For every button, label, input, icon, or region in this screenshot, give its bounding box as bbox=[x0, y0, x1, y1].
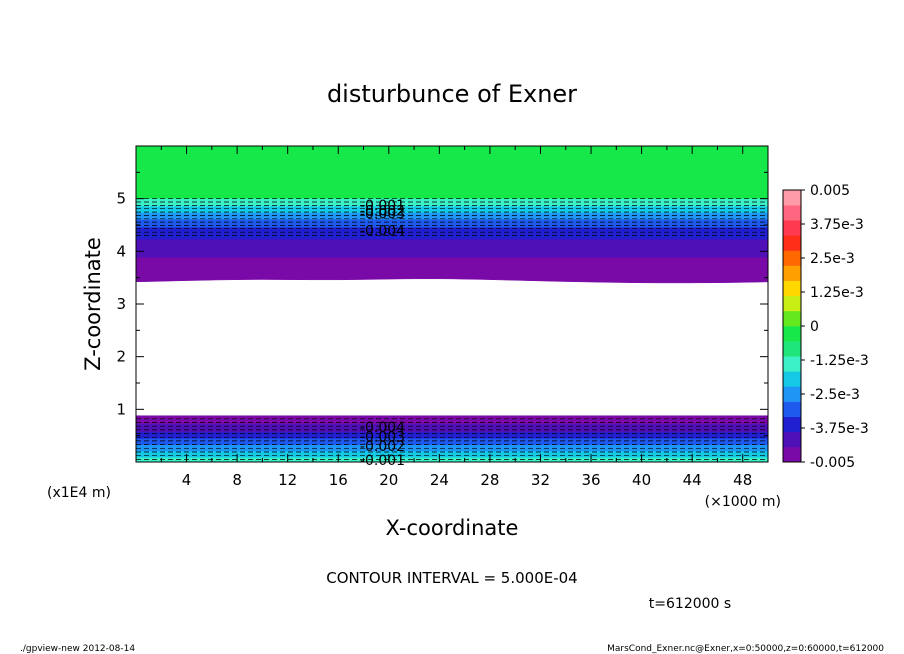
contour-lines bbox=[136, 198, 768, 460]
time-text: t=612000 s bbox=[649, 596, 731, 612]
contour-band bbox=[135, 227, 769, 240]
colorbar-segment bbox=[783, 326, 801, 342]
colorbar-segment bbox=[783, 446, 801, 463]
footer-left: ./gpview-new 2012-08-14 bbox=[20, 644, 135, 654]
contour-band bbox=[135, 457, 769, 463]
colorbar-segment bbox=[783, 431, 801, 448]
contour-label: -0.001 bbox=[360, 198, 405, 214]
colorbar: 0.005 3.75e-3 2.5e-3 1.25e-3 0 -1.25e-3 -2.5e-… bbox=[783, 183, 869, 471]
colorbar-segment bbox=[783, 371, 801, 387]
contour-label: -0.001 bbox=[360, 453, 405, 469]
contour-band bbox=[135, 145, 769, 199]
y-tick-label: 3 bbox=[116, 295, 126, 313]
contour-band bbox=[135, 219, 769, 228]
colorbar-label: -2.5e-3 bbox=[810, 387, 860, 403]
colorbar-segment bbox=[783, 205, 801, 221]
contour-band bbox=[135, 239, 769, 258]
contour-interval-text: CONTOUR INTERVAL = 5.000E-04 bbox=[326, 569, 577, 587]
x-tick-label: 28 bbox=[480, 471, 499, 489]
x-tick-label: 48 bbox=[733, 471, 752, 489]
contour-band bbox=[135, 438, 769, 446]
colorbar-segment bbox=[783, 295, 801, 312]
x-tick-label: 32 bbox=[531, 471, 550, 489]
x-tick-label: 12 bbox=[278, 471, 297, 489]
colorbar-segment bbox=[783, 190, 801, 206]
colorbar-label: 2.5e-3 bbox=[810, 251, 855, 267]
contour-fill bbox=[135, 145, 769, 463]
x-tick-label: 40 bbox=[632, 471, 651, 489]
colorbar-label: 0.005 bbox=[810, 183, 850, 199]
colorbar-label: -3.75e-3 bbox=[810, 421, 869, 437]
colorbar-frame bbox=[782, 189, 802, 463]
x-tick-label: 4 bbox=[182, 471, 192, 489]
y-unit-label: (x1E4 m) bbox=[47, 485, 111, 501]
colorbar-segment bbox=[783, 265, 801, 281]
y-tick-label: 4 bbox=[116, 242, 126, 260]
contour-labels: -0.001-0.002-0.003-0.004-0.004-0.003-0.0… bbox=[360, 198, 405, 469]
colorbar-label: 0 bbox=[810, 319, 819, 335]
x-axis-title: X-coordinate bbox=[386, 516, 519, 540]
colorbar-label: -0.005 bbox=[810, 455, 855, 471]
colorbar-label: 1.25e-3 bbox=[810, 285, 864, 301]
contour-label: -0.002 bbox=[360, 203, 405, 219]
x-tick-label: 36 bbox=[581, 471, 600, 489]
y-axis-title: Z-coordinate bbox=[81, 237, 105, 371]
chart-title: disturbunce of Exner bbox=[327, 80, 577, 108]
colorbar-segment bbox=[783, 250, 801, 266]
colorbar-segment bbox=[783, 356, 801, 372]
colorbar-segment bbox=[783, 310, 801, 327]
x-tick-label: 20 bbox=[379, 471, 398, 489]
contour-label: -0.004 bbox=[360, 420, 405, 436]
x-tick-label: 16 bbox=[329, 471, 348, 489]
colorbar-segment bbox=[783, 235, 801, 251]
contour-label: -0.003 bbox=[360, 430, 405, 446]
contour-band bbox=[135, 257, 769, 284]
y-tick-label: 2 bbox=[116, 348, 126, 366]
y-tick-label: 5 bbox=[116, 190, 126, 208]
contour-band bbox=[135, 423, 769, 433]
colorbar-segment bbox=[783, 416, 801, 433]
footer-right: MarsCond_Exner.nc@Exner,x=0:50000,z=0:60… bbox=[607, 644, 884, 654]
colorbar-segment bbox=[783, 220, 801, 236]
contour-band bbox=[135, 451, 769, 459]
colorbar-segment bbox=[783, 401, 801, 417]
colorbar-label: 3.75e-3 bbox=[810, 217, 864, 233]
y-tick-label: 1 bbox=[116, 400, 126, 418]
colorbar-segment bbox=[783, 386, 801, 402]
x-tick-label: 8 bbox=[232, 471, 242, 489]
x-tick-label: 44 bbox=[683, 471, 702, 489]
x-unit-label: (×1000 m) bbox=[705, 494, 781, 510]
contour-label: -0.003 bbox=[360, 206, 405, 222]
x-tick-label: 24 bbox=[430, 471, 449, 489]
colorbar-segment bbox=[783, 341, 801, 357]
colorbar-segment bbox=[783, 280, 801, 297]
contour-label: -0.002 bbox=[360, 439, 405, 455]
contour-label: -0.004 bbox=[360, 223, 405, 239]
colorbar-label: -1.25e-3 bbox=[810, 353, 869, 369]
